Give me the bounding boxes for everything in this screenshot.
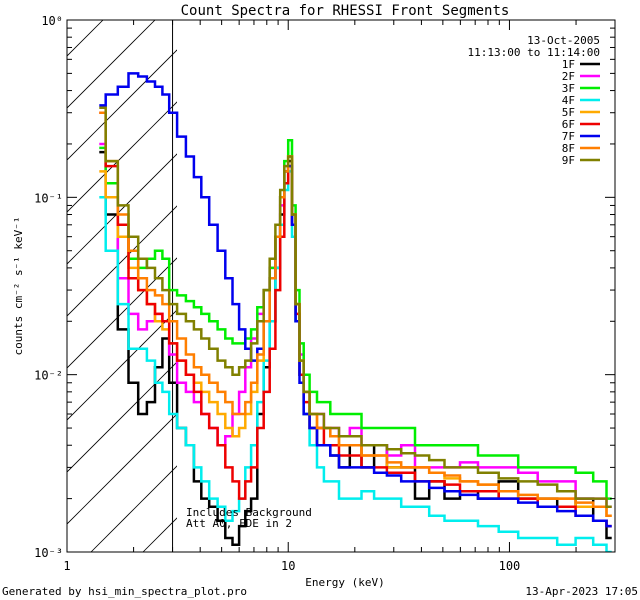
- date-label: 13-Oct-2005: [527, 34, 600, 47]
- legend-label-3F: 3F: [562, 82, 575, 95]
- y-tick-label: 10⁻¹: [34, 191, 63, 205]
- series-8F: [99, 111, 612, 518]
- hatch-line: [67, 257, 177, 369]
- legend-label-7F: 7F: [562, 130, 575, 143]
- x-tick-label: 100: [499, 559, 521, 573]
- hatch-line: [67, 413, 177, 525]
- timestamp-footer: 13-Apr-2023 17:05: [525, 585, 638, 598]
- axis-tick-labels: 1 10 100 10⁰ 10⁻¹ 10⁻² 10⁻³: [34, 14, 520, 573]
- series-2F: [99, 142, 612, 508]
- hatch-line: [67, 205, 177, 317]
- legend-label-1F: 1F: [562, 58, 575, 71]
- axis-ticks: [66, 20, 616, 553]
- series-7F: [99, 72, 612, 528]
- legend-label-5F: 5F: [562, 106, 575, 119]
- hatch-line: [67, 361, 177, 473]
- hatch-line: [247, 0, 640, 552]
- annotation-background: Includes Background: [186, 506, 312, 519]
- hatched-region: [67, 0, 640, 552]
- y-axis-label: counts cm⁻² s⁻¹ keV⁻¹: [12, 216, 25, 355]
- x-axis-label: Energy (keV): [305, 576, 384, 589]
- legend-label-9F: 9F: [562, 154, 575, 167]
- plot-frame: [66, 19, 616, 553]
- x-tick-label: 10: [281, 559, 295, 573]
- y-tick-label: 10⁻³: [34, 546, 63, 560]
- hatch-line: [67, 101, 177, 213]
- hatch-line: [90, 465, 177, 552]
- annotation-attenuator: Att A0, FDE in 2: [186, 517, 292, 530]
- time-range-label: 11:13:00 to 11:14:00: [468, 46, 600, 59]
- hatch-line: [67, 49, 177, 161]
- series-lines: [99, 72, 612, 552]
- hatch-line: [67, 20, 156, 109]
- legend-label-2F: 2F: [562, 70, 575, 83]
- legend-label-6F: 6F: [562, 118, 575, 131]
- series-6F: [99, 111, 612, 528]
- chart-title: Count Spectra for RHESSI Front Segments: [181, 3, 510, 19]
- legend-label-8F: 8F: [562, 142, 575, 155]
- generator-footer: Generated by hsi_min_spectra_plot.pro: [2, 585, 247, 598]
- x-tick-label: 1: [63, 559, 70, 573]
- y-tick-label: 10⁻²: [34, 369, 63, 383]
- legend-label-4F: 4F: [562, 94, 575, 107]
- hatch-line: [67, 309, 177, 421]
- series-9F: [99, 106, 612, 508]
- y-tick-label: 10⁰: [41, 14, 63, 28]
